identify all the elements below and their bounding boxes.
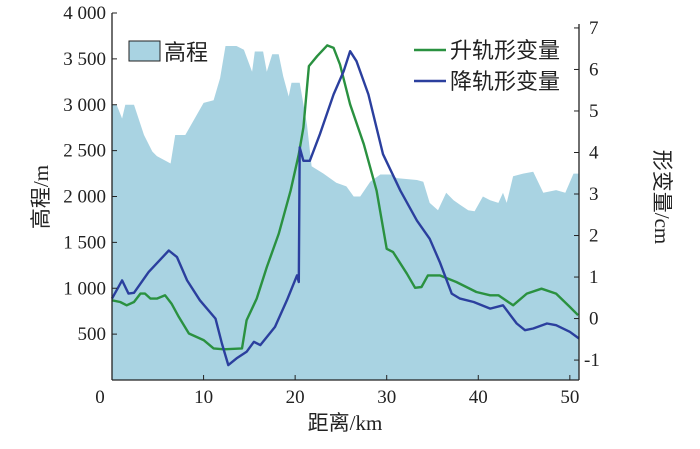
y-left-axis-label: 高程/m <box>29 165 53 229</box>
x-tick-label: 10 <box>194 387 213 408</box>
y-left-tick-label: 2 500 <box>63 141 106 162</box>
x-tick-label: 30 <box>377 387 396 408</box>
legend-elevation: 高程 <box>128 40 208 65</box>
area-layer <box>112 46 579 380</box>
x-tick-label: 50 <box>560 387 579 408</box>
y-right-axis-label: 形变量/cm <box>650 150 674 245</box>
y-right-tick-label: 5 <box>589 101 599 122</box>
legend-deformation: 升轨形变量 降轨形变量 <box>414 38 560 94</box>
legend-label-ascending: 升轨形变量 <box>450 38 560 63</box>
y-right-tick-label: 0 <box>589 309 599 330</box>
line-layer <box>110 44 580 367</box>
y-left-tick-label: 500 <box>78 324 107 345</box>
y-right-tick-label: 4 <box>589 142 599 163</box>
x-axis-label: 距离/km <box>308 411 383 435</box>
legend-swatch-elevation <box>128 40 161 62</box>
y-right-tick-label: 2 <box>589 226 599 247</box>
x-tick-label: 40 <box>469 387 488 408</box>
elevation-area <box>112 46 579 380</box>
y-left-tick-label: 4 000 <box>63 3 106 24</box>
y-left-tick-label: 1 000 <box>63 278 106 299</box>
y-right-tick-label: 3 <box>589 184 599 205</box>
x-tick-label: 20 <box>286 387 305 408</box>
y-right-tick-label: -1 <box>584 350 600 371</box>
legend-label-elevation: 高程 <box>164 40 208 65</box>
y-right-tick-label: 7 <box>589 18 599 39</box>
x-tick-label: 0 <box>95 387 105 408</box>
y-left-tick-label: 2 000 <box>63 187 106 208</box>
legend-label-descending: 降轨形变量 <box>450 69 560 94</box>
axes <box>111 12 580 381</box>
descending-deformation-line <box>110 50 580 367</box>
y-right-tick-label: 6 <box>589 59 599 80</box>
y-right-tick-label: 1 <box>589 267 599 288</box>
ascending-deformation-line <box>111 44 579 351</box>
y-left-tick-label: 3 500 <box>63 49 106 70</box>
y-left-tick-label: 1 500 <box>63 232 106 253</box>
y-left-tick-label: 3 000 <box>63 95 106 116</box>
